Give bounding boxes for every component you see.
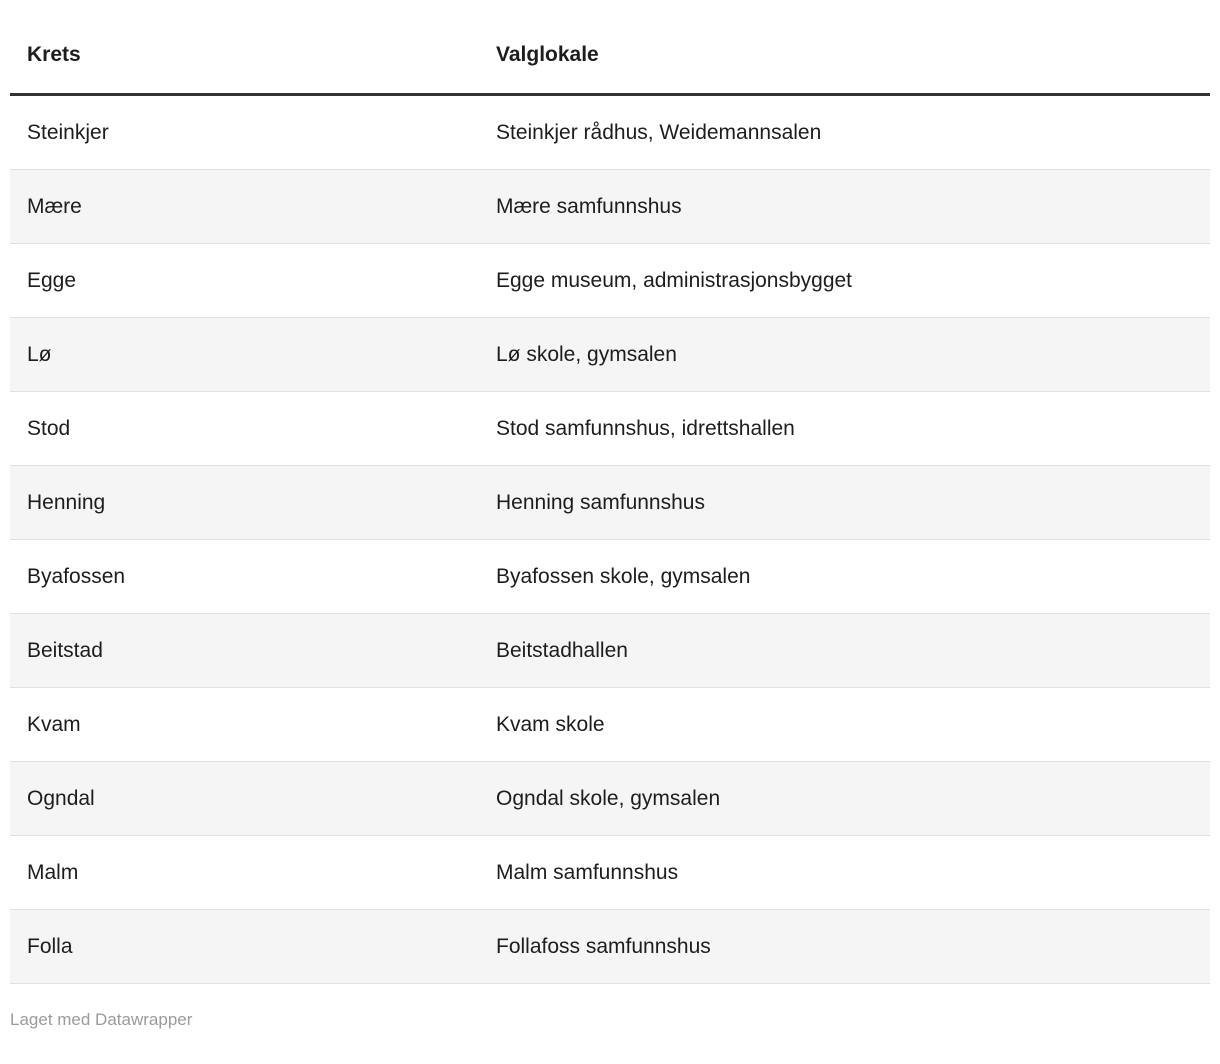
table-row: Egge Egge museum, administrasjonsbygget [10,243,1210,318]
krets-cell: Stod [10,391,479,466]
table-row: Kvam Kvam skole [10,687,1210,762]
column-header-krets: Krets [10,0,479,96]
krets-cell: Lø [10,317,479,392]
polling-places-table: Krets Valglokale Steinkjer Steinkjer råd… [10,0,1210,984]
krets-cell: Steinkjer [10,94,479,170]
table-row: Steinkjer Steinkjer rådhus, Weidemannsal… [10,94,1210,170]
krets-cell: Malm [10,835,479,910]
valglokale-cell: Beitstadhallen [479,613,1210,688]
krets-cell: Ogndal [10,761,479,836]
krets-cell: Mære [10,169,479,244]
attribution-footer: Laget med Datawrapper [10,1010,1210,1030]
table-row: Lø Lø skole, gymsalen [10,317,1210,392]
valglokale-cell: Steinkjer rådhus, Weidemannsalen [479,94,1210,170]
table-row: Beitstad Beitstadhallen [10,613,1210,688]
valglokale-cell: Henning samfunnshus [479,465,1210,540]
valglokale-cell: Lø skole, gymsalen [479,317,1210,392]
krets-cell: Egge [10,243,479,318]
krets-cell: Henning [10,465,479,540]
krets-cell: Folla [10,909,479,984]
table-row: Henning Henning samfunnshus [10,465,1210,540]
krets-cell: Beitstad [10,613,479,688]
valglokale-cell: Egge museum, administrasjonsbygget [479,243,1210,318]
header-row: Krets Valglokale [10,0,1210,96]
valglokale-cell: Byafossen skole, gymsalen [479,539,1210,614]
table-row: Mære Mære samfunnshus [10,169,1210,244]
valglokale-cell: Stod samfunnshus, idrettshallen [479,391,1210,466]
table-row: Ogndal Ogndal skole, gymsalen [10,761,1210,836]
krets-cell: Byafossen [10,539,479,614]
valglokale-cell: Ogndal skole, gymsalen [479,761,1210,836]
valglokale-cell: Malm samfunnshus [479,835,1210,910]
table-row: Byafossen Byafossen skole, gymsalen [10,539,1210,614]
krets-cell: Kvam [10,687,479,762]
table-row: Stod Stod samfunnshus, idrettshallen [10,391,1210,466]
datawrapper-credit-link[interactable]: Laget med Datawrapper [10,1010,193,1029]
valglokale-cell: Mære samfunnshus [479,169,1210,244]
column-header-valglokale: Valglokale [479,0,1210,96]
table-row: Folla Follafoss samfunnshus [10,909,1210,984]
valglokale-cell: Kvam skole [479,687,1210,762]
valglokale-cell: Follafoss samfunnshus [479,909,1210,984]
table-row: Malm Malm samfunnshus [10,835,1210,910]
